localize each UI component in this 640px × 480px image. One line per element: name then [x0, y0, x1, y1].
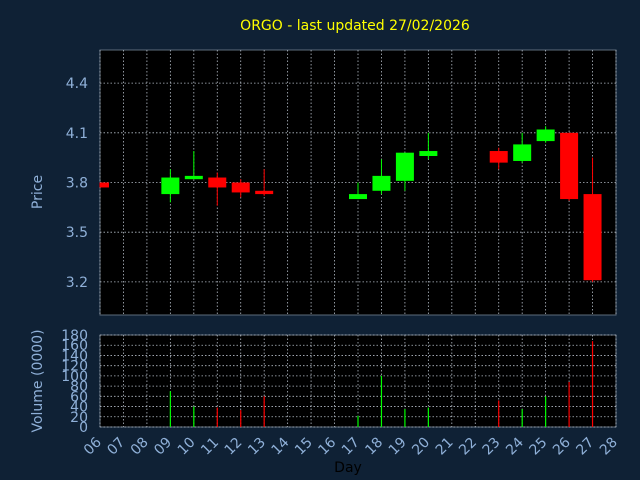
candle-body — [161, 177, 180, 195]
volume-tick-label: 60 — [70, 389, 88, 405]
candle-body — [372, 175, 391, 191]
candle-body — [349, 194, 367, 200]
candle-body — [395, 152, 414, 181]
price-tick-labels: 3.2 3.5 3.8 4.1 4.4 — [66, 76, 88, 291]
volume-tick-label: 180 — [61, 328, 88, 344]
candle-body — [513, 144, 532, 161]
candle-body — [536, 129, 555, 142]
volume-tick-label: 20 — [70, 410, 88, 426]
price-tick-label: 4.4 — [66, 76, 88, 92]
candle-body — [419, 151, 438, 156]
price-tick-label: 4.1 — [66, 126, 88, 142]
volume-bars — [169, 341, 594, 427]
volume-tick-label: 160 — [61, 338, 88, 354]
x-axis-label: Day — [334, 460, 362, 476]
candle-body — [208, 177, 227, 188]
candle-body — [489, 151, 508, 163]
volume-tick-label: 120 — [61, 359, 88, 375]
candle-body — [560, 132, 579, 200]
candles — [99, 126, 602, 282]
price-tick-label: 3.5 — [66, 225, 88, 241]
price-axis-label: Price — [30, 175, 46, 209]
x-tick-labels: 06 07 08 09 10 11 12 13 14 15 16 17 18 19 20 21 22 23 24 25… — [81, 434, 621, 458]
volume-tick-label: 40 — [70, 400, 88, 416]
price-tick-label: 3.8 — [66, 176, 88, 192]
volume-axis-label: Volume (0000) — [30, 329, 46, 432]
candle-body — [583, 194, 602, 281]
volume-tick-label: 100 — [61, 369, 88, 385]
volume-tick-label: 80 — [70, 379, 88, 395]
candle-body — [255, 190, 274, 195]
candle-body — [184, 175, 203, 180]
volume-tick-label: 0 — [79, 420, 88, 436]
candle-body — [100, 182, 109, 188]
chart-title: ORGO - last updated 27/02/2026 — [240, 18, 470, 34]
candle-body — [231, 182, 250, 193]
price-tick-label: 3.2 — [66, 275, 88, 291]
volume-tick-label: 140 — [61, 348, 88, 364]
